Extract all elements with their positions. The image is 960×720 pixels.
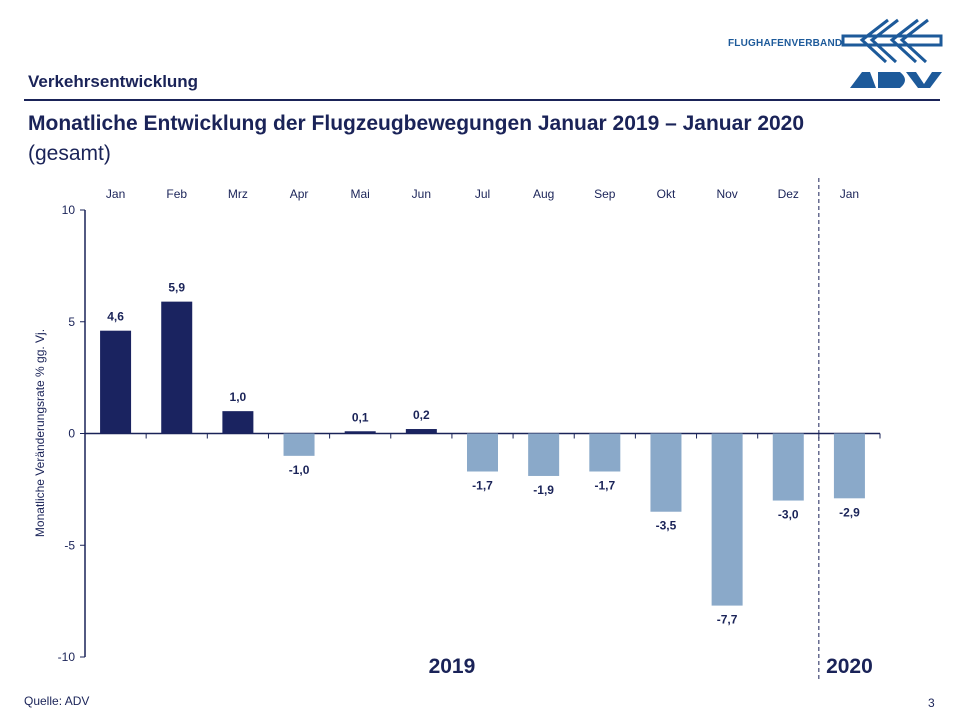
data-label: -3,5	[656, 519, 677, 533]
data-label: -3,0	[778, 508, 799, 522]
month-label: Mrz	[228, 187, 248, 201]
year-label: 2020	[826, 655, 873, 678]
month-label: Jan	[106, 187, 125, 201]
month-label: Apr	[290, 187, 309, 201]
logo-text: FLUGHAFENVERBAND	[728, 38, 843, 49]
bar	[467, 433, 498, 472]
bar	[405, 429, 437, 434]
page-title: Monatliche Entwicklung der Flugzeugbeweg…	[28, 112, 805, 135]
data-label: -1,0	[289, 463, 310, 477]
month-label: Okt	[657, 187, 676, 201]
data-label: 4,6	[107, 310, 124, 324]
month-label: Jan	[840, 187, 859, 201]
bar	[650, 433, 682, 512]
bar	[344, 431, 376, 434]
month-label: Nov	[716, 187, 737, 201]
bar	[161, 301, 193, 434]
y-tick-label: -5	[64, 538, 75, 552]
month-label: Mai	[351, 187, 370, 201]
y-tick-label: -10	[58, 650, 76, 664]
data-label: 0,1	[352, 410, 369, 424]
month-label: Sep	[594, 187, 616, 201]
y-tick-label: 5	[68, 315, 75, 329]
bar	[833, 433, 865, 499]
bar	[711, 433, 743, 606]
data-label: -1,9	[533, 483, 554, 497]
data-label: -1,7	[472, 478, 493, 492]
y-tick-label: 10	[62, 203, 76, 217]
data-label: 5,9	[168, 281, 185, 295]
data-label: 0,2	[413, 408, 430, 422]
month-label: Jul	[475, 187, 490, 201]
bar	[283, 433, 315, 456]
year-label: 2019	[429, 655, 476, 678]
month-label: Feb	[166, 187, 187, 201]
bar	[772, 433, 804, 501]
page-subtitle: (gesamt)	[28, 142, 111, 165]
data-label: -2,9	[839, 505, 860, 519]
section-heading: Verkehrsentwicklung	[28, 72, 199, 91]
y-axis-label: Monatliche Veränderungsrate % gg. Vj.	[33, 329, 47, 537]
y-tick-label: 0	[68, 427, 75, 441]
bar	[528, 433, 560, 476]
data-label: -1,7	[594, 478, 615, 492]
bar	[100, 330, 132, 434]
bar	[222, 411, 254, 434]
month-label: Aug	[533, 187, 554, 201]
adv-logo: FLUGHAFENVERBAND	[720, 18, 945, 90]
data-label: -7,7	[717, 613, 738, 627]
month-label: Dez	[778, 187, 799, 201]
data-label: 1,0	[230, 390, 247, 404]
page-number: 3	[928, 696, 935, 710]
adv-logo-icon	[841, 18, 943, 88]
bar	[589, 433, 621, 472]
header-divider	[24, 99, 940, 101]
source-note: Quelle: ADV	[24, 694, 90, 708]
month-label: Jun	[412, 187, 431, 201]
